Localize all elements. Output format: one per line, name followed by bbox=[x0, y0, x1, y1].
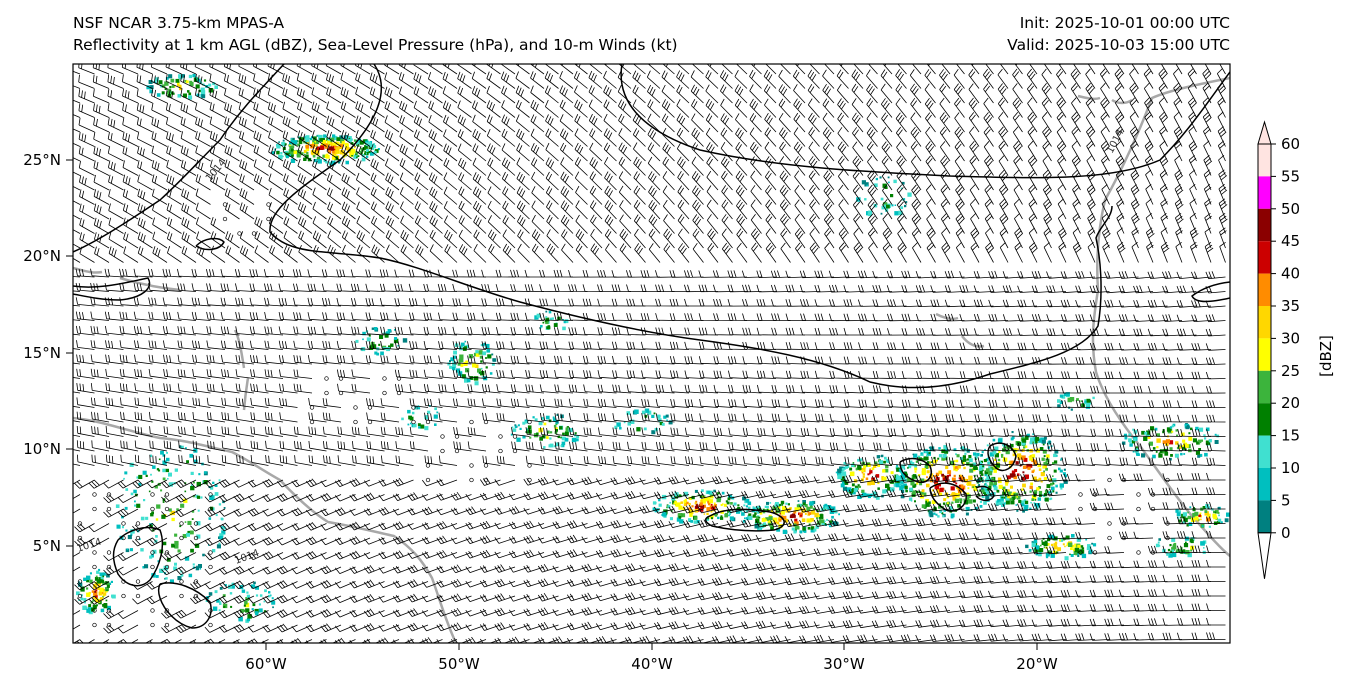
colorbar-band-40 bbox=[1258, 241, 1271, 274]
isobar-east-ridge bbox=[620, 64, 1230, 179]
lat-label-20: 20°N bbox=[23, 247, 61, 265]
reflectivity-cell-1 bbox=[146, 73, 218, 100]
isobar-east-loop bbox=[1191, 281, 1230, 303]
reflectivity-cell-0 bbox=[271, 134, 380, 166]
colorbar-band-35 bbox=[1258, 273, 1271, 306]
south-america-coast bbox=[73, 416, 458, 643]
lat-axis: 25°N 20°N 15°N 10°N 5°N bbox=[23, 151, 73, 555]
reflectivity-cell-18 bbox=[205, 581, 276, 623]
colorbar-label: [dBZ] bbox=[1317, 335, 1335, 377]
reflectivity-cell-4 bbox=[447, 340, 497, 386]
colorbar-band-5 bbox=[1258, 468, 1271, 501]
colorbar-tick-label-15: 15 bbox=[1281, 427, 1300, 445]
isobar-low-sw2 bbox=[157, 582, 212, 629]
colorbar-tick-label-30: 30 bbox=[1281, 329, 1300, 347]
isobar-low-sw1 bbox=[112, 526, 164, 587]
lon-label-20: 20°W bbox=[1016, 655, 1058, 673]
reflectivity-cell-14 bbox=[1121, 423, 1220, 461]
lat-label-10: 10°N bbox=[23, 440, 61, 458]
colorbar-band-50 bbox=[1258, 176, 1271, 209]
colorbar-tick-label-5: 5 bbox=[1281, 491, 1291, 509]
colorbar-band-25 bbox=[1258, 338, 1271, 371]
isobar-tstorm-4 bbox=[987, 442, 1017, 472]
lon-axis: 60°W 50°W 40°W 30°W 20°W bbox=[245, 643, 1058, 673]
colorbar-tick-label-60: 60 bbox=[1281, 135, 1300, 153]
reflectivity-cell-12 bbox=[976, 431, 1068, 513]
isobar-tstorm-2 bbox=[899, 457, 932, 484]
lat-label-15: 15°N bbox=[23, 344, 61, 362]
colorbar-band-10 bbox=[1258, 435, 1271, 468]
lon-label-40: 40°W bbox=[631, 655, 673, 673]
valid-time: Valid: 2025-10-03 15:00 UTC bbox=[1007, 36, 1230, 54]
colorbar-tick-label-10: 10 bbox=[1281, 459, 1300, 477]
colorbar-band-45 bbox=[1258, 208, 1271, 242]
title-left: NSF NCAR 3.75-km MPAS-A Reflectivity at … bbox=[73, 12, 678, 56]
colorbar-tick-label-0: 0 bbox=[1281, 524, 1291, 542]
colorbar-band-20 bbox=[1258, 370, 1271, 404]
colorbar-band-15 bbox=[1258, 403, 1271, 436]
colorbar-tick-label-40: 40 bbox=[1281, 265, 1300, 283]
colorbar-tick-label-45: 45 bbox=[1281, 232, 1300, 250]
isobar-tstorm-1 bbox=[705, 508, 785, 532]
colorbar-tick-label-55: 55 bbox=[1281, 167, 1300, 185]
colorbar-extend-min bbox=[1257, 532, 1272, 579]
colorbar-tick-label-25: 25 bbox=[1281, 362, 1300, 380]
colorbar-band-55 bbox=[1258, 144, 1271, 177]
lon-label-60: 60°W bbox=[245, 655, 287, 673]
colorbar: 0 5 10 15 20 25 30 35 40 45 50 55 60 bbox=[1257, 120, 1300, 579]
lon-label-50: 50°W bbox=[438, 655, 480, 673]
lat-label-5: 5°N bbox=[33, 537, 61, 555]
colorbar-band-30 bbox=[1258, 306, 1271, 339]
lat-label-25: 25°N bbox=[23, 151, 61, 169]
colorbar-tick-label-35: 35 bbox=[1281, 297, 1300, 315]
reflectivity-cell-2 bbox=[856, 176, 912, 217]
lon-label-30: 30°W bbox=[823, 655, 865, 673]
field-title: Reflectivity at 1 km AGL (dBZ), Sea-Leve… bbox=[73, 36, 678, 54]
isobar-west-small bbox=[195, 237, 225, 251]
wind-barbs bbox=[73, 64, 1228, 643]
title-right: Init: 2025-10-01 00:00 UTC Valid: 2025-1… bbox=[1007, 12, 1230, 56]
colorbar-band-0 bbox=[1258, 500, 1271, 533]
colorbar-tick-label-20: 20 bbox=[1281, 394, 1300, 412]
colorbar-extend-max bbox=[1257, 120, 1272, 145]
reflectivity-cell-21 bbox=[401, 405, 439, 431]
reflectivity-cell-7 bbox=[614, 408, 673, 435]
reflectivity-cell-9 bbox=[741, 500, 840, 534]
model-title: NSF NCAR 3.75-km MPAS-A bbox=[73, 14, 285, 32]
init-time: Init: 2025-10-01 00:00 UTC bbox=[1019, 14, 1230, 32]
colorbar-tick-label-50: 50 bbox=[1281, 200, 1300, 218]
